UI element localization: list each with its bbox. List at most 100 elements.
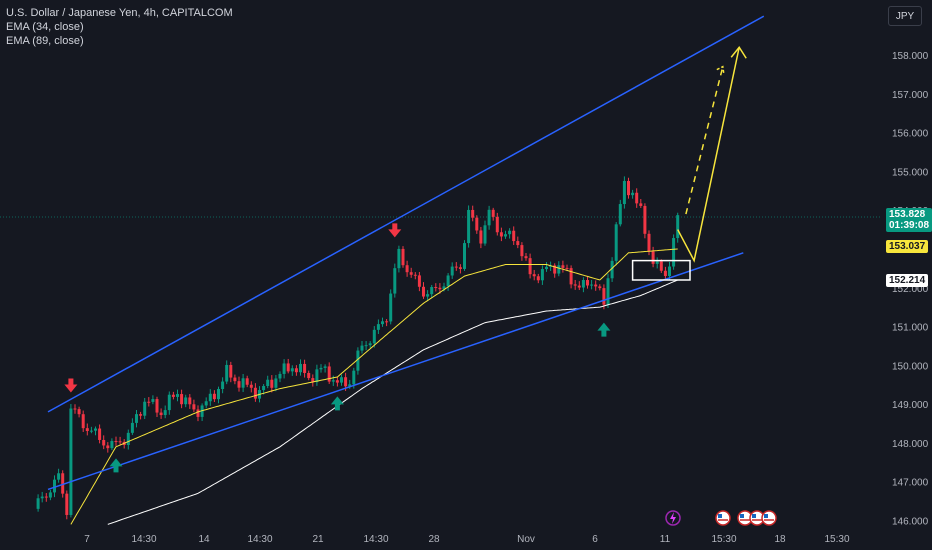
candle-body [180,394,184,405]
x-axis[interactable]: 7 14:30 14 14:30 21 14:30 28 Nov 6 11 15:30 18 15:30 [84,534,850,545]
candle-body [364,345,368,347]
candle-body [471,209,475,218]
symbol-title[interactable]: U.S. Dollar / Japanese Yen, 4h, CAPITALC… [6,7,233,19]
candle-body [450,266,454,276]
candle-body [381,321,384,325]
candle-body [196,409,200,417]
event-icons [665,510,777,526]
candle-body [135,414,138,423]
candle-body [508,230,512,235]
ema34-line [70,248,678,525]
candle-body [126,432,130,446]
candle-body [483,225,487,244]
x-tick-label: 18 [774,534,786,545]
x-tick-label: 7 [84,534,90,545]
candle-body [622,180,626,205]
candle-body [278,373,282,379]
y-tick-label: 157.000 [892,90,929,101]
sell-arrow-icon [388,223,402,238]
candle-body [614,224,618,261]
x-tick-label: 6 [592,534,598,545]
candle-body [401,248,405,266]
candle-body [524,256,528,259]
y-tick-label: 150.000 [892,361,929,372]
candle-body [89,430,93,432]
candle-body [352,370,356,385]
candle-body [516,241,520,246]
candle-body [303,363,307,373]
candle-body [512,230,516,242]
candle-body [360,345,364,351]
y-tick-label: 156.000 [892,129,929,140]
candle-body [102,439,106,446]
candle-body [85,428,89,431]
candle-body [81,414,85,429]
y-axis[interactable]: 146.000 147.000 148.000 149.000 150.000 151.0… [892,51,929,528]
candle-body [319,367,323,370]
candle-body [393,268,397,294]
candle-body [286,363,290,372]
candle-body [110,441,114,449]
ema89-legend[interactable]: EMA (89, close) [6,35,84,47]
candle-body [467,209,471,244]
candle-body [438,287,442,290]
last-price-tag: 153.828 01:39:08 [886,208,932,232]
candle-body [520,245,524,257]
us-flag-canton-icon [740,514,744,518]
candle-body [635,192,639,204]
candle-body [36,498,40,509]
candle-body [241,378,245,388]
candle-body [610,260,614,279]
level-price-tag: 152.214 [886,274,929,287]
candle-body [98,428,102,440]
buy-arrow-icon [597,322,611,337]
candle-body [573,284,577,286]
ema89-line [107,279,678,525]
chart-legend: U.S. Dollar / Japanese Yen, 4h, CAPITALC… [6,6,233,48]
candle-body [618,204,622,225]
candle-body [159,412,163,416]
candle-body [151,399,155,402]
candle-body [237,381,241,388]
candle-body [40,496,44,499]
candle-body [487,209,491,226]
candle-body [442,286,446,290]
candle-body [426,294,430,297]
candle-body [315,369,319,383]
y-tick-label: 158.000 [892,51,929,62]
bar-countdown: 01:39:08 [889,220,930,231]
candle-body [155,399,159,413]
candle-body [606,278,610,305]
y-tick-label: 149.000 [892,400,929,411]
candle-body [545,266,548,270]
candle-body [44,496,48,498]
candle-body [532,274,536,277]
candle-body [368,343,372,346]
candle-body [294,368,298,373]
x-tick-label: 14:30 [247,534,272,545]
candle-body [668,266,671,277]
candle-body [446,275,450,287]
candle-body [598,286,602,289]
candle-body [65,493,69,515]
candle-body [139,414,143,416]
candle-body [340,377,343,383]
candle-body [147,401,151,403]
currency-button[interactable]: JPY [888,6,922,26]
x-tick-label: 11 [660,534,671,545]
x-tick-label: 14 [198,534,210,545]
candle-body [356,350,360,371]
candle-body [655,261,659,264]
candle-body [577,285,581,288]
channel-lower-line [47,252,744,491]
x-tick-label: 28 [428,534,440,545]
candle-body [171,394,175,397]
ema34-legend[interactable]: EMA (34, close) [6,21,84,33]
candle-body [69,408,73,515]
candle-body [430,287,434,295]
y-tick-label: 147.000 [892,478,929,489]
candle-body [143,401,147,416]
candle-body [53,479,56,493]
